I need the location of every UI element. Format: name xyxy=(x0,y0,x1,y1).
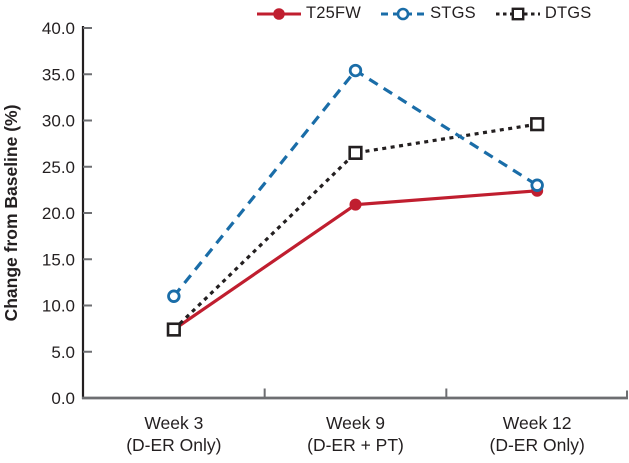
legend-label: T25FW xyxy=(306,4,362,22)
marker-dtgs-1 xyxy=(348,145,363,160)
marker-stgs-2 xyxy=(530,178,544,192)
y-tick-label: 25.0 xyxy=(42,158,75,177)
legend-marker-open-square-icon xyxy=(511,7,525,20)
legend-item-dtgs: DTGS xyxy=(495,4,592,23)
series-line-t25fw xyxy=(172,189,538,331)
x-category-label: Week 9 xyxy=(326,413,385,433)
legend-swatch-stgs-icon xyxy=(381,7,426,20)
series-line-stgs xyxy=(172,68,539,298)
legend-swatch-dtgs-icon xyxy=(495,7,540,20)
x-category-sublabel: (D-ER Only) xyxy=(490,435,585,455)
x-category-label: Week 12 xyxy=(503,413,572,433)
legend-marker-open-circle-icon xyxy=(396,7,410,20)
y-tick-label: 5.0 xyxy=(51,343,75,362)
chart-legend: T25FW STGS DTGS xyxy=(256,4,591,23)
legend-item-t25fw: T25FW xyxy=(256,4,361,23)
legend-marker-filled-circle-icon xyxy=(273,7,285,20)
legend-label: DTGS xyxy=(544,4,592,22)
x-category-label: Week 3 xyxy=(144,413,203,433)
y-tick-label: 10.0 xyxy=(42,297,75,316)
legend-swatch-t25fw-icon xyxy=(257,7,301,20)
marker-stgs-1 xyxy=(348,63,363,78)
legend-item-stgs: STGS xyxy=(380,4,476,23)
y-tick-label: 30.0 xyxy=(42,112,75,131)
x-category-sublabel: (D-ER + PT) xyxy=(307,435,404,455)
legend-label: STGS xyxy=(430,4,476,22)
y-tick-label: 0.0 xyxy=(51,389,75,408)
marker-stgs-0 xyxy=(167,289,181,303)
marker-dtgs-0 xyxy=(166,322,181,337)
y-tick-label: 20.0 xyxy=(42,204,75,223)
y-tick-label: 15.0 xyxy=(42,250,75,269)
x-category-sublabel: (D-ER Only) xyxy=(126,435,221,455)
y-tick-label: 35.0 xyxy=(42,65,75,84)
marker-t25fw-1 xyxy=(349,198,362,211)
y-axis-title: Change from Baseline (%) xyxy=(1,105,21,322)
y-tick-label: 40.0 xyxy=(42,19,75,38)
series-line-dtgs xyxy=(172,122,538,331)
marker-dtgs-2 xyxy=(530,117,545,132)
